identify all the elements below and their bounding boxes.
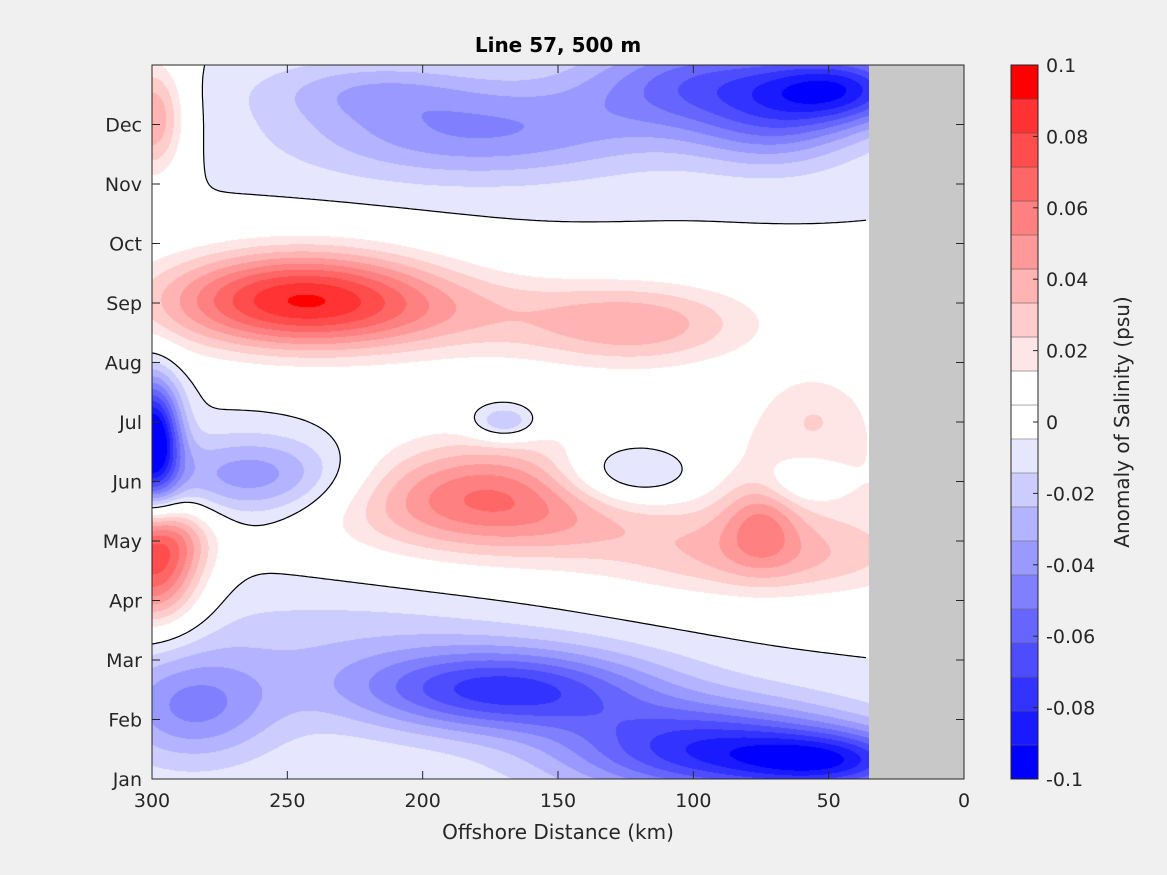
zero-contour-path xyxy=(151,64,867,659)
colorbar-tick-label: -0.02 xyxy=(1046,483,1095,505)
colorbar-tick-label: 0.04 xyxy=(1046,269,1088,291)
no-data-region xyxy=(869,65,964,779)
colorbar-swatch xyxy=(1011,65,1038,100)
colorbar-swatch xyxy=(1011,303,1038,338)
x-tick-label: 200 xyxy=(405,790,441,812)
colorbar-swatches xyxy=(1011,65,1038,780)
colorbar-swatch xyxy=(1011,269,1038,304)
colorbar-swatch xyxy=(1011,541,1038,576)
colorbar-swatch xyxy=(1011,609,1038,644)
y-tick-label: Jul xyxy=(118,412,142,434)
colorbar-swatch xyxy=(1011,473,1038,508)
x-tick-label: 150 xyxy=(540,790,576,812)
colorbar-swatch xyxy=(1011,133,1038,168)
x-tick-label: 250 xyxy=(269,790,305,812)
y-tick-labels: Jan Feb Mar Apr May Jun Jul Aug Sep Oct Nov Dec xyxy=(103,115,142,792)
plot-area xyxy=(151,64,965,780)
colorbar-tick-label: 0.06 xyxy=(1046,198,1088,220)
colorbar-tick-label: -0.06 xyxy=(1046,626,1095,648)
colorbar-swatch xyxy=(1011,99,1038,134)
x-tick-label: 0 xyxy=(958,790,970,812)
colorbar-tick-label: 0.1 xyxy=(1046,55,1076,77)
colorbar-label: Anomaly of Salinity (psu) xyxy=(1110,296,1134,547)
x-tick-label: 50 xyxy=(817,790,841,812)
y-tick-label: Dec xyxy=(105,115,142,137)
colorbar-tick-label: -0.1 xyxy=(1046,769,1083,791)
colorbar-swatch xyxy=(1011,235,1038,270)
colorbar-ticks: 0.1 0.08 0.06 0.04 0.02 0 -0.02 -0.04 -0.06 -0.08… xyxy=(1033,55,1095,791)
y-tick-label: Apr xyxy=(109,591,142,613)
axis-ticks xyxy=(151,65,965,780)
y-tick-label: Sep xyxy=(106,293,142,315)
colorbar-tick-label: 0.02 xyxy=(1046,341,1088,363)
y-tick-label: Feb xyxy=(108,710,142,732)
colorbar-swatch xyxy=(1011,507,1038,542)
x-tick-label: 300 xyxy=(134,790,170,812)
x-tick-label: 100 xyxy=(675,790,711,812)
y-tick-label: Aug xyxy=(105,353,142,375)
chart-title: Line 57, 500 m xyxy=(475,33,641,57)
colorbar-tick-label: 0 xyxy=(1046,412,1058,434)
colorbar-tick-label: 0.08 xyxy=(1046,126,1088,148)
colorbar-swatch xyxy=(1011,677,1038,712)
colorbar-swatch xyxy=(1011,711,1038,746)
x-tick-labels: 300 250 200 150 100 50 0 xyxy=(134,790,970,812)
y-tick-label: Jan xyxy=(112,769,142,791)
colorbar-swatch xyxy=(1011,575,1038,610)
colorbar-tick-label: -0.08 xyxy=(1046,698,1095,720)
y-tick-label: Mar xyxy=(106,650,142,672)
colorbar-swatch xyxy=(1011,745,1038,780)
colorbar-swatch xyxy=(1011,201,1038,236)
colorbar: 0.1 0.08 0.06 0.04 0.02 0 -0.02 -0.04 -0.06 -0.08… xyxy=(1010,55,1134,791)
colorbar-swatch xyxy=(1011,337,1038,372)
y-tick-label: May xyxy=(103,531,142,553)
y-tick-label: Nov xyxy=(105,174,142,196)
x-axis-label: Offshore Distance (km) xyxy=(442,820,674,844)
colorbar-swatch xyxy=(1011,371,1038,406)
colorbar-tick-label: -0.04 xyxy=(1046,555,1095,577)
y-tick-label: Oct xyxy=(109,234,142,256)
colorbar-swatch xyxy=(1011,439,1038,474)
zero-contour-lines xyxy=(151,64,867,659)
y-tick-label: Jun xyxy=(111,472,142,494)
colorbar-swatch xyxy=(1011,643,1038,678)
colorbar-swatch xyxy=(1011,167,1038,202)
salinity-anomaly-field xyxy=(152,65,869,779)
